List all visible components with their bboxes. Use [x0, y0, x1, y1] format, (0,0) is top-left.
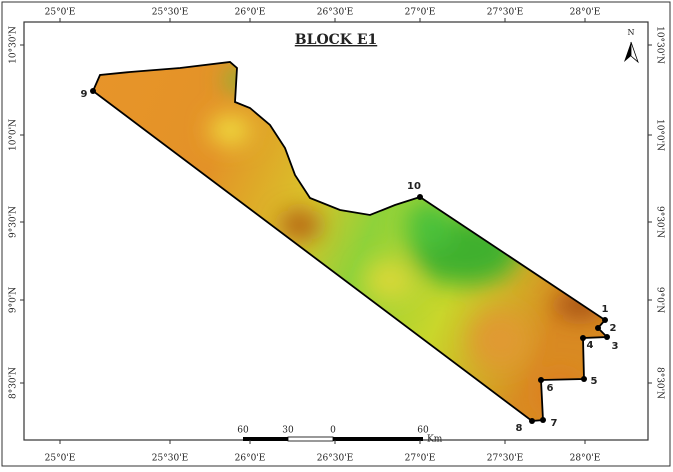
vertex-label: 8 — [516, 423, 523, 434]
vertex — [604, 334, 610, 340]
longitude-label: 27°30'E — [487, 8, 523, 18]
longitude-label: 26°30'E — [317, 8, 353, 18]
vertex — [540, 417, 546, 423]
map-title: BLOCK E1 — [295, 32, 377, 48]
latitude-label: 8°30'N — [655, 367, 665, 399]
latitude-label: 10°0'N — [9, 119, 19, 151]
north-arrow — [624, 41, 639, 64]
vertex — [602, 317, 608, 323]
scale-label: 30 — [282, 426, 294, 436]
latitude-label: 10°0'N — [655, 119, 665, 151]
vertex — [580, 335, 586, 341]
longitude-label: 28°0'E — [570, 454, 601, 464]
longitude-label: 27°0'E — [405, 8, 436, 18]
vertex-label: 7 — [551, 418, 558, 429]
latitude-label: 9°30'N — [9, 206, 19, 238]
longitude-label: 25°30'E — [152, 454, 188, 464]
vertex — [581, 376, 587, 382]
latitude-label: 9°0'N — [9, 287, 19, 313]
north-label: N — [628, 28, 635, 37]
vertex-label: 9 — [81, 89, 88, 100]
longitude-label: 26°0'E — [235, 454, 266, 464]
vertex-label: 4 — [587, 340, 594, 351]
longitude-label: 27°30'E — [487, 454, 523, 464]
latitude-label: 9°0'N — [655, 287, 665, 313]
longitude-label: 25°30'E — [152, 8, 188, 18]
vertex-label: 3 — [612, 341, 619, 352]
latitude-label: 10°30'N — [655, 26, 665, 64]
vertex-label: 1 — [602, 304, 609, 315]
scale-label: 60 — [417, 426, 429, 436]
vertex-label: 10 — [407, 181, 421, 192]
latitude-label: 9°30'N — [655, 206, 665, 238]
longitude-label: 26°30'E — [317, 454, 353, 464]
scale-unit: Km — [427, 435, 443, 445]
vertex-label: 5 — [591, 376, 598, 387]
longitude-label: 28°0'E — [570, 8, 601, 18]
longitude-label: 25°0'E — [45, 8, 76, 18]
vertex-label: 2 — [610, 323, 617, 334]
latitude-label: 8°30'N — [9, 367, 19, 399]
longitude-label: 26°0'E — [235, 8, 266, 18]
vertex-label: 6 — [547, 383, 554, 394]
scale-label: 0 — [330, 426, 336, 436]
longitude-label: 25°0'E — [45, 454, 76, 464]
vertex — [529, 418, 535, 424]
vertex — [538, 377, 544, 383]
longitude-label: 27°0'E — [405, 454, 436, 464]
vertex — [90, 88, 96, 94]
vertex — [417, 194, 423, 200]
vertex — [595, 325, 601, 331]
scale-label: 60 — [237, 426, 249, 436]
scale-bar — [243, 436, 423, 442]
latitude-label: 10°30'N — [9, 26, 19, 64]
